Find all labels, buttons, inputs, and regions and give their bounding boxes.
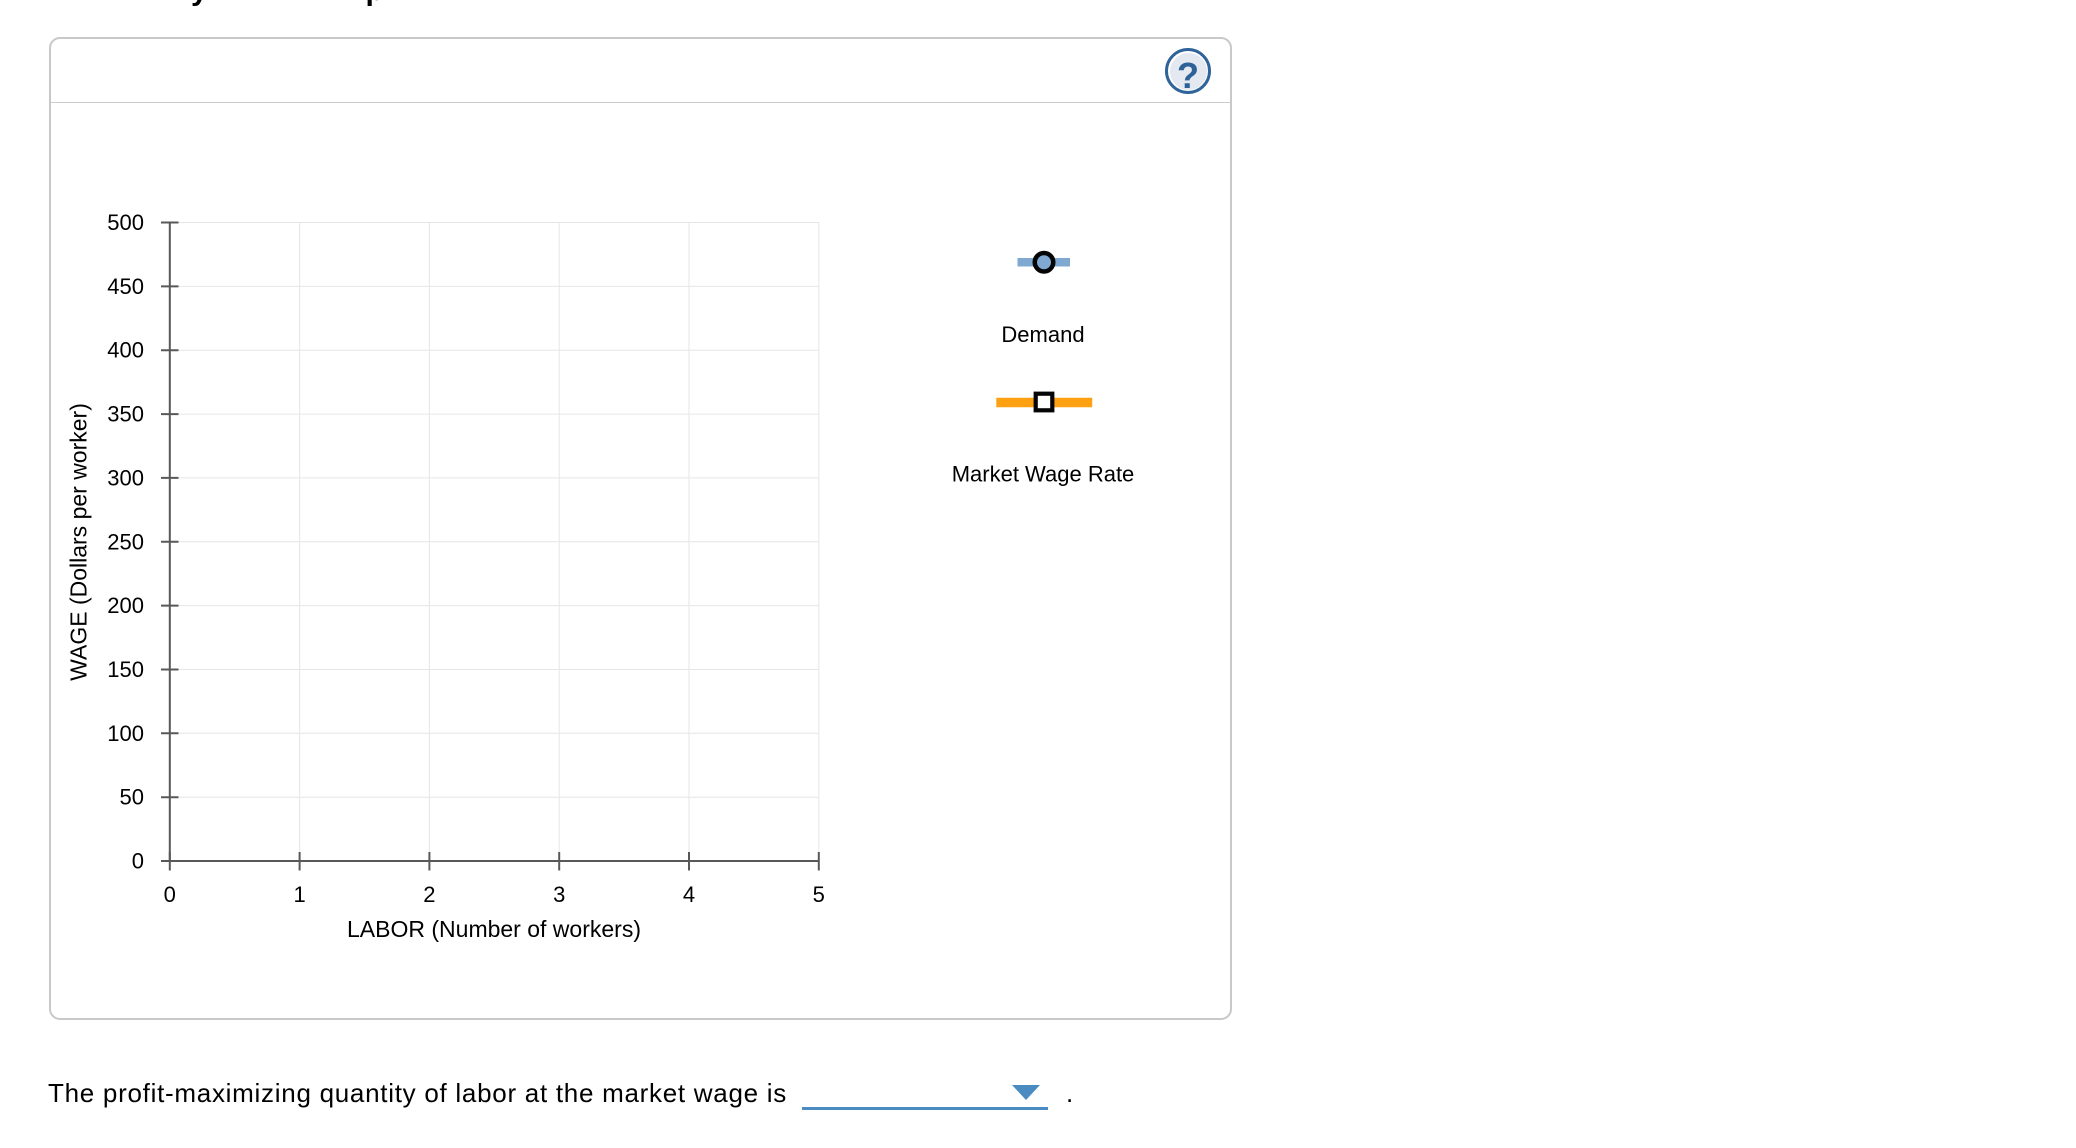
svg-text:100: 100 <box>107 721 144 746</box>
svg-text:400: 400 <box>107 338 144 363</box>
svg-text:LABOR (Number of workers): LABOR (Number of workers) <box>347 916 641 942</box>
svg-text:50: 50 <box>120 785 144 810</box>
svg-text:Market Wage Rate: Market Wage Rate <box>952 462 1135 487</box>
svg-text:p: p <box>366 0 384 7</box>
svg-text:300: 300 <box>107 465 144 490</box>
svg-text:450: 450 <box>107 274 144 299</box>
svg-text:3: 3 <box>553 882 565 907</box>
svg-text:150: 150 <box>107 657 144 682</box>
svg-text:4: 4 <box>683 882 695 907</box>
svg-text:500: 500 <box>107 210 144 235</box>
svg-text:1: 1 <box>293 882 305 907</box>
svg-text:0: 0 <box>132 849 144 874</box>
svg-text:2: 2 <box>423 882 435 907</box>
svg-text:Demand: Demand <box>1001 322 1084 347</box>
svg-text:200: 200 <box>107 593 144 618</box>
svg-text:0: 0 <box>164 882 176 907</box>
svg-text:5: 5 <box>813 882 825 907</box>
svg-text:WAGE (Dollars per worker): WAGE (Dollars per worker) <box>66 403 92 681</box>
svg-text:y: y <box>191 0 208 7</box>
svg-text:350: 350 <box>107 402 144 427</box>
svg-text:250: 250 <box>107 529 144 554</box>
